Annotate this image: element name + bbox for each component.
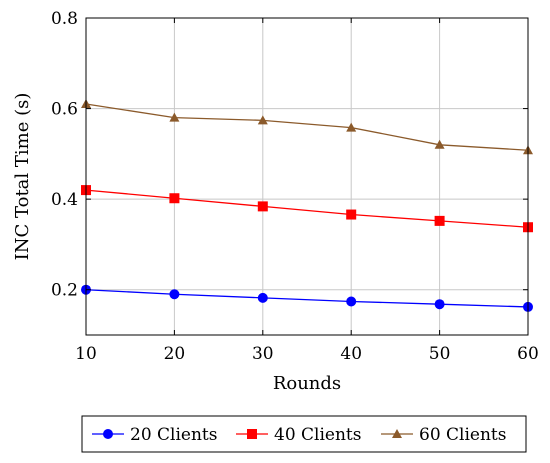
- legend-entry: 20 Clients: [92, 425, 217, 445]
- legend-marker: [103, 429, 113, 439]
- legend-entry: 40 Clients: [236, 425, 361, 445]
- y-axis-label: INC Total Time (s): [12, 93, 33, 261]
- legend-marker: [247, 429, 257, 439]
- data-point: [346, 209, 357, 220]
- data-point: [346, 296, 357, 307]
- x-tick-label: 40: [340, 344, 362, 364]
- data-point: [257, 292, 268, 303]
- x-tick-label: 60: [517, 344, 539, 364]
- data-point: [257, 201, 268, 212]
- data-point: [169, 112, 180, 122]
- legend-box: [81, 415, 527, 453]
- x-axis-label: Rounds: [273, 373, 341, 394]
- legend-marker: [392, 429, 402, 438]
- data-point: [169, 289, 180, 300]
- data-point: [346, 122, 357, 132]
- data-point: [434, 215, 445, 226]
- legend: 20 Clients 40 Clients 60 Clients: [81, 415, 527, 453]
- y-tick-label: 0.8: [51, 9, 78, 29]
- data-point: [257, 115, 268, 125]
- y-tick-label: 0.2: [51, 281, 78, 301]
- series-2: [81, 185, 533, 233]
- data-point: [434, 139, 445, 149]
- series-line: [85, 103, 529, 151]
- series-layer: [81, 99, 533, 312]
- series-3: [81, 99, 533, 155]
- y-tick-label: 0.4: [51, 190, 78, 210]
- legend-label: 20 Clients: [130, 425, 217, 445]
- series-line: [85, 289, 529, 308]
- data-point: [434, 299, 445, 310]
- legend-entry: 60 Clients: [381, 425, 506, 445]
- plot-frame: [85, 17, 529, 336]
- series-1: [81, 284, 533, 312]
- series-line: [85, 189, 529, 228]
- x-tick-label: 50: [429, 344, 451, 364]
- x-tick-label: 20: [164, 344, 186, 364]
- tick-labels: 10 20 30 40 50 60 0.2 0.4 0.6 0.8: [51, 9, 539, 364]
- legend-label: 60 Clients: [419, 425, 506, 445]
- x-tick-label: 30: [252, 344, 274, 364]
- x-tick-label: 10: [75, 344, 97, 364]
- data-point: [169, 193, 180, 204]
- legend-label: 40 Clients: [274, 425, 361, 445]
- y-tick-label: 0.6: [51, 100, 78, 120]
- grid: [85, 17, 529, 335]
